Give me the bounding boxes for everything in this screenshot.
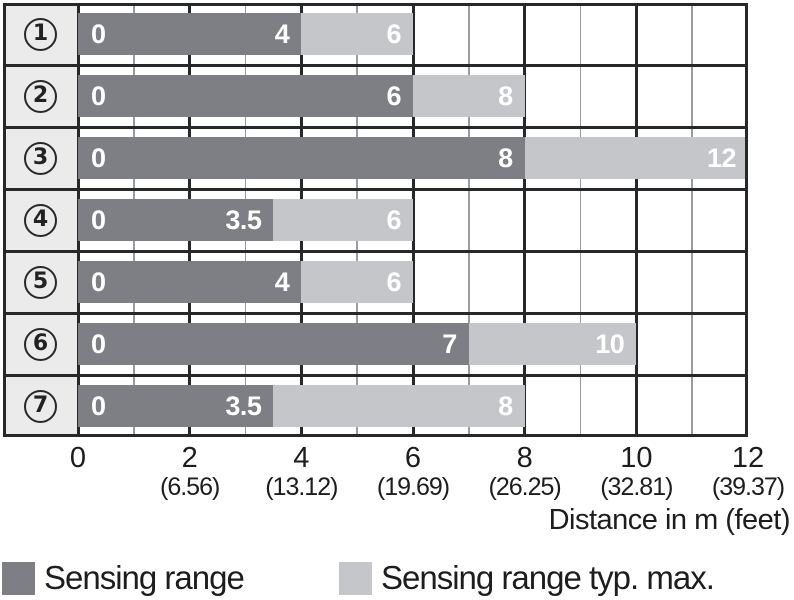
x-tick-meters: 12 [731, 442, 765, 474]
bar-start-label: 0 [91, 143, 106, 173]
bar-start-label: 0 [91, 81, 106, 111]
chart-plot-area: 1 0 4 6 2 0 6 8 3 0 8 12 4 0 3.5 6 5 0 4 6 6 0 7 10 7 0 3.5 8 [3, 3, 748, 437]
legend-swatch [339, 562, 372, 595]
bar-max-value-label: 6 [386, 19, 401, 49]
bar-value-label: 8 [498, 143, 513, 173]
bar-sensing-range-typ-max: 8 [273, 385, 525, 427]
gridline-minor [579, 3, 582, 437]
legend-swatch [2, 562, 35, 595]
bar-start-label: 0 [91, 391, 106, 421]
bar-value-label: 4 [274, 267, 290, 297]
row-separator [3, 125, 748, 129]
bar-start-label: 0 [91, 205, 106, 235]
bar-max-value-label: 10 [595, 329, 625, 359]
bar-sensing-range-typ-max: 6 [301, 13, 413, 55]
bar-sensing-range-typ-max: 10 [468, 323, 637, 365]
x-tick-meters: 6 [404, 442, 422, 474]
gridline-minor [691, 3, 693, 437]
bar-value-label: 6 [386, 81, 401, 111]
row-separator [3, 311, 748, 315]
bar-sensing-range-typ-max: 6 [273, 199, 413, 241]
x-axis-title: Distance in m (feet) [548, 504, 791, 536]
bar-value-label: 7 [442, 329, 457, 359]
bar-max-value-label: 8 [498, 391, 513, 421]
legend-label: Sensing range typ. max. [381, 559, 715, 596]
row-separator [3, 187, 748, 191]
x-tick-meters: 8 [516, 442, 533, 474]
x-tick-feet: (19.69) [376, 473, 450, 501]
gridline-major [634, 3, 638, 437]
bar-sensing-range-typ-max: 8 [413, 75, 525, 117]
category-cell: 2 [3, 65, 78, 127]
gridline-minor [468, 3, 470, 437]
bar-max-value-label: 8 [498, 81, 513, 111]
circled-number: 7 [24, 389, 57, 423]
circled-number: 5 [24, 265, 57, 299]
category-cell: 3 [3, 127, 78, 189]
circled-number: 4 [24, 203, 57, 237]
category-cell: 7 [3, 375, 78, 437]
bar-max-value-label: 6 [386, 205, 401, 235]
x-tick-meters: 0 [69, 442, 87, 474]
bar-sensing-range: 0 3.5 [78, 385, 274, 427]
category-cell: 6 [3, 313, 78, 375]
bar-sensing-range: 0 3.5 [78, 199, 274, 241]
bar-max-value-label: 6 [386, 267, 401, 297]
bar-max-value-label: 12 [706, 143, 737, 173]
bar-sensing-range-typ-max: 12 [524, 137, 748, 179]
x-tick-meters: 2 [181, 442, 198, 474]
bar-value-label: 3.5 [225, 391, 262, 421]
bar-start-label: 0 [91, 329, 106, 359]
bar-value-label: 4 [274, 19, 290, 49]
x-tick-feet: (39.37) [711, 473, 785, 501]
row-separator [3, 373, 748, 377]
x-tick-feet: (13.12) [265, 473, 338, 501]
bar-value-label: 3.5 [225, 205, 262, 235]
gridline-major [523, 3, 527, 437]
x-tick-meters: 4 [293, 442, 310, 474]
x-tick-meters: 10 [620, 442, 653, 474]
circled-number: 6 [24, 327, 57, 361]
x-tick-feet: (32.81) [600, 473, 673, 501]
category-cell: 5 [3, 251, 78, 313]
bar-sensing-range-typ-max: 6 [301, 261, 413, 303]
bar-start-label: 0 [91, 19, 106, 49]
legend-label: Sensing range [44, 559, 245, 596]
category-cell: 4 [3, 189, 78, 251]
category-cell: 1 [3, 3, 78, 65]
gridline-major [411, 3, 415, 437]
gridline-major [745, 3, 748, 437]
x-tick-feet: (26.25) [488, 473, 562, 501]
row-separator [3, 249, 748, 253]
circled-number: 3 [24, 141, 57, 175]
x-tick-feet: (6.56) [160, 473, 220, 501]
circled-number: 1 [24, 17, 57, 51]
row-separator [3, 63, 748, 67]
circled-number: 2 [24, 79, 57, 113]
bar-start-label: 0 [91, 267, 106, 297]
